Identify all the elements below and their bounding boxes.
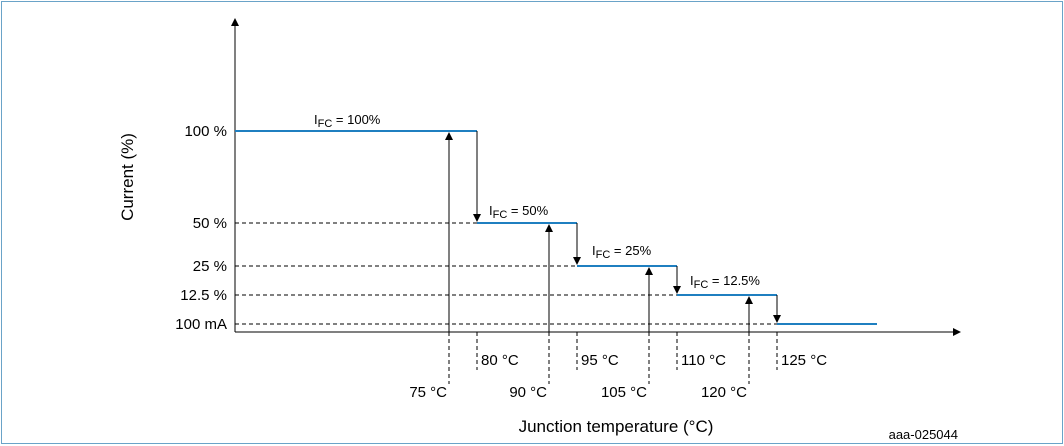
segment-label: IFC = 50% bbox=[489, 203, 549, 221]
step-up-temp-label: 105 °C bbox=[601, 384, 647, 401]
current-levels bbox=[235, 130, 877, 325]
y-tick-label: 50 % bbox=[193, 215, 227, 232]
step-down-temp-label: 125 °C bbox=[781, 352, 827, 369]
y-axis-title: Current (%) bbox=[118, 133, 137, 221]
segment-label: IFC = 12.5% bbox=[690, 273, 760, 291]
figure-id: aaa-025044 bbox=[889, 427, 958, 442]
step-down-temp-label: 95 °C bbox=[581, 352, 619, 369]
y-tick-label: 100 mA bbox=[175, 316, 227, 333]
step-down-temp-label: 80 °C bbox=[481, 352, 519, 369]
y-tick-label: 25 % bbox=[193, 258, 227, 275]
step-up-temp-label: 90 °C bbox=[509, 384, 547, 401]
y-tick-label: 100 % bbox=[184, 123, 227, 140]
y-tick-label: 12.5 % bbox=[180, 287, 227, 304]
x-axis-title: Junction temperature (°C) bbox=[519, 417, 714, 436]
segment-label: IFC = 25% bbox=[592, 243, 652, 261]
step-up-temp-label: 75 °C bbox=[409, 384, 447, 401]
segment-label: IFC = 100% bbox=[314, 112, 381, 130]
step-down-temp-label: 110 °C bbox=[681, 352, 726, 369]
step-up-temp-label: 120 °C bbox=[701, 384, 747, 401]
